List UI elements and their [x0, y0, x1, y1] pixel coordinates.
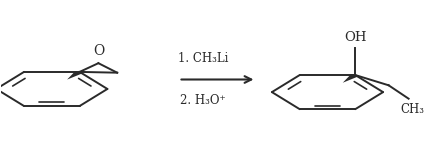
- Text: OH: OH: [344, 31, 367, 44]
- Text: 2. H₃O⁺: 2. H₃O⁺: [180, 94, 226, 107]
- Text: CH₃: CH₃: [400, 103, 424, 116]
- Polygon shape: [67, 71, 84, 80]
- Polygon shape: [343, 74, 359, 83]
- Text: O: O: [93, 44, 104, 58]
- Text: 1. CH₃Li: 1. CH₃Li: [178, 52, 228, 65]
